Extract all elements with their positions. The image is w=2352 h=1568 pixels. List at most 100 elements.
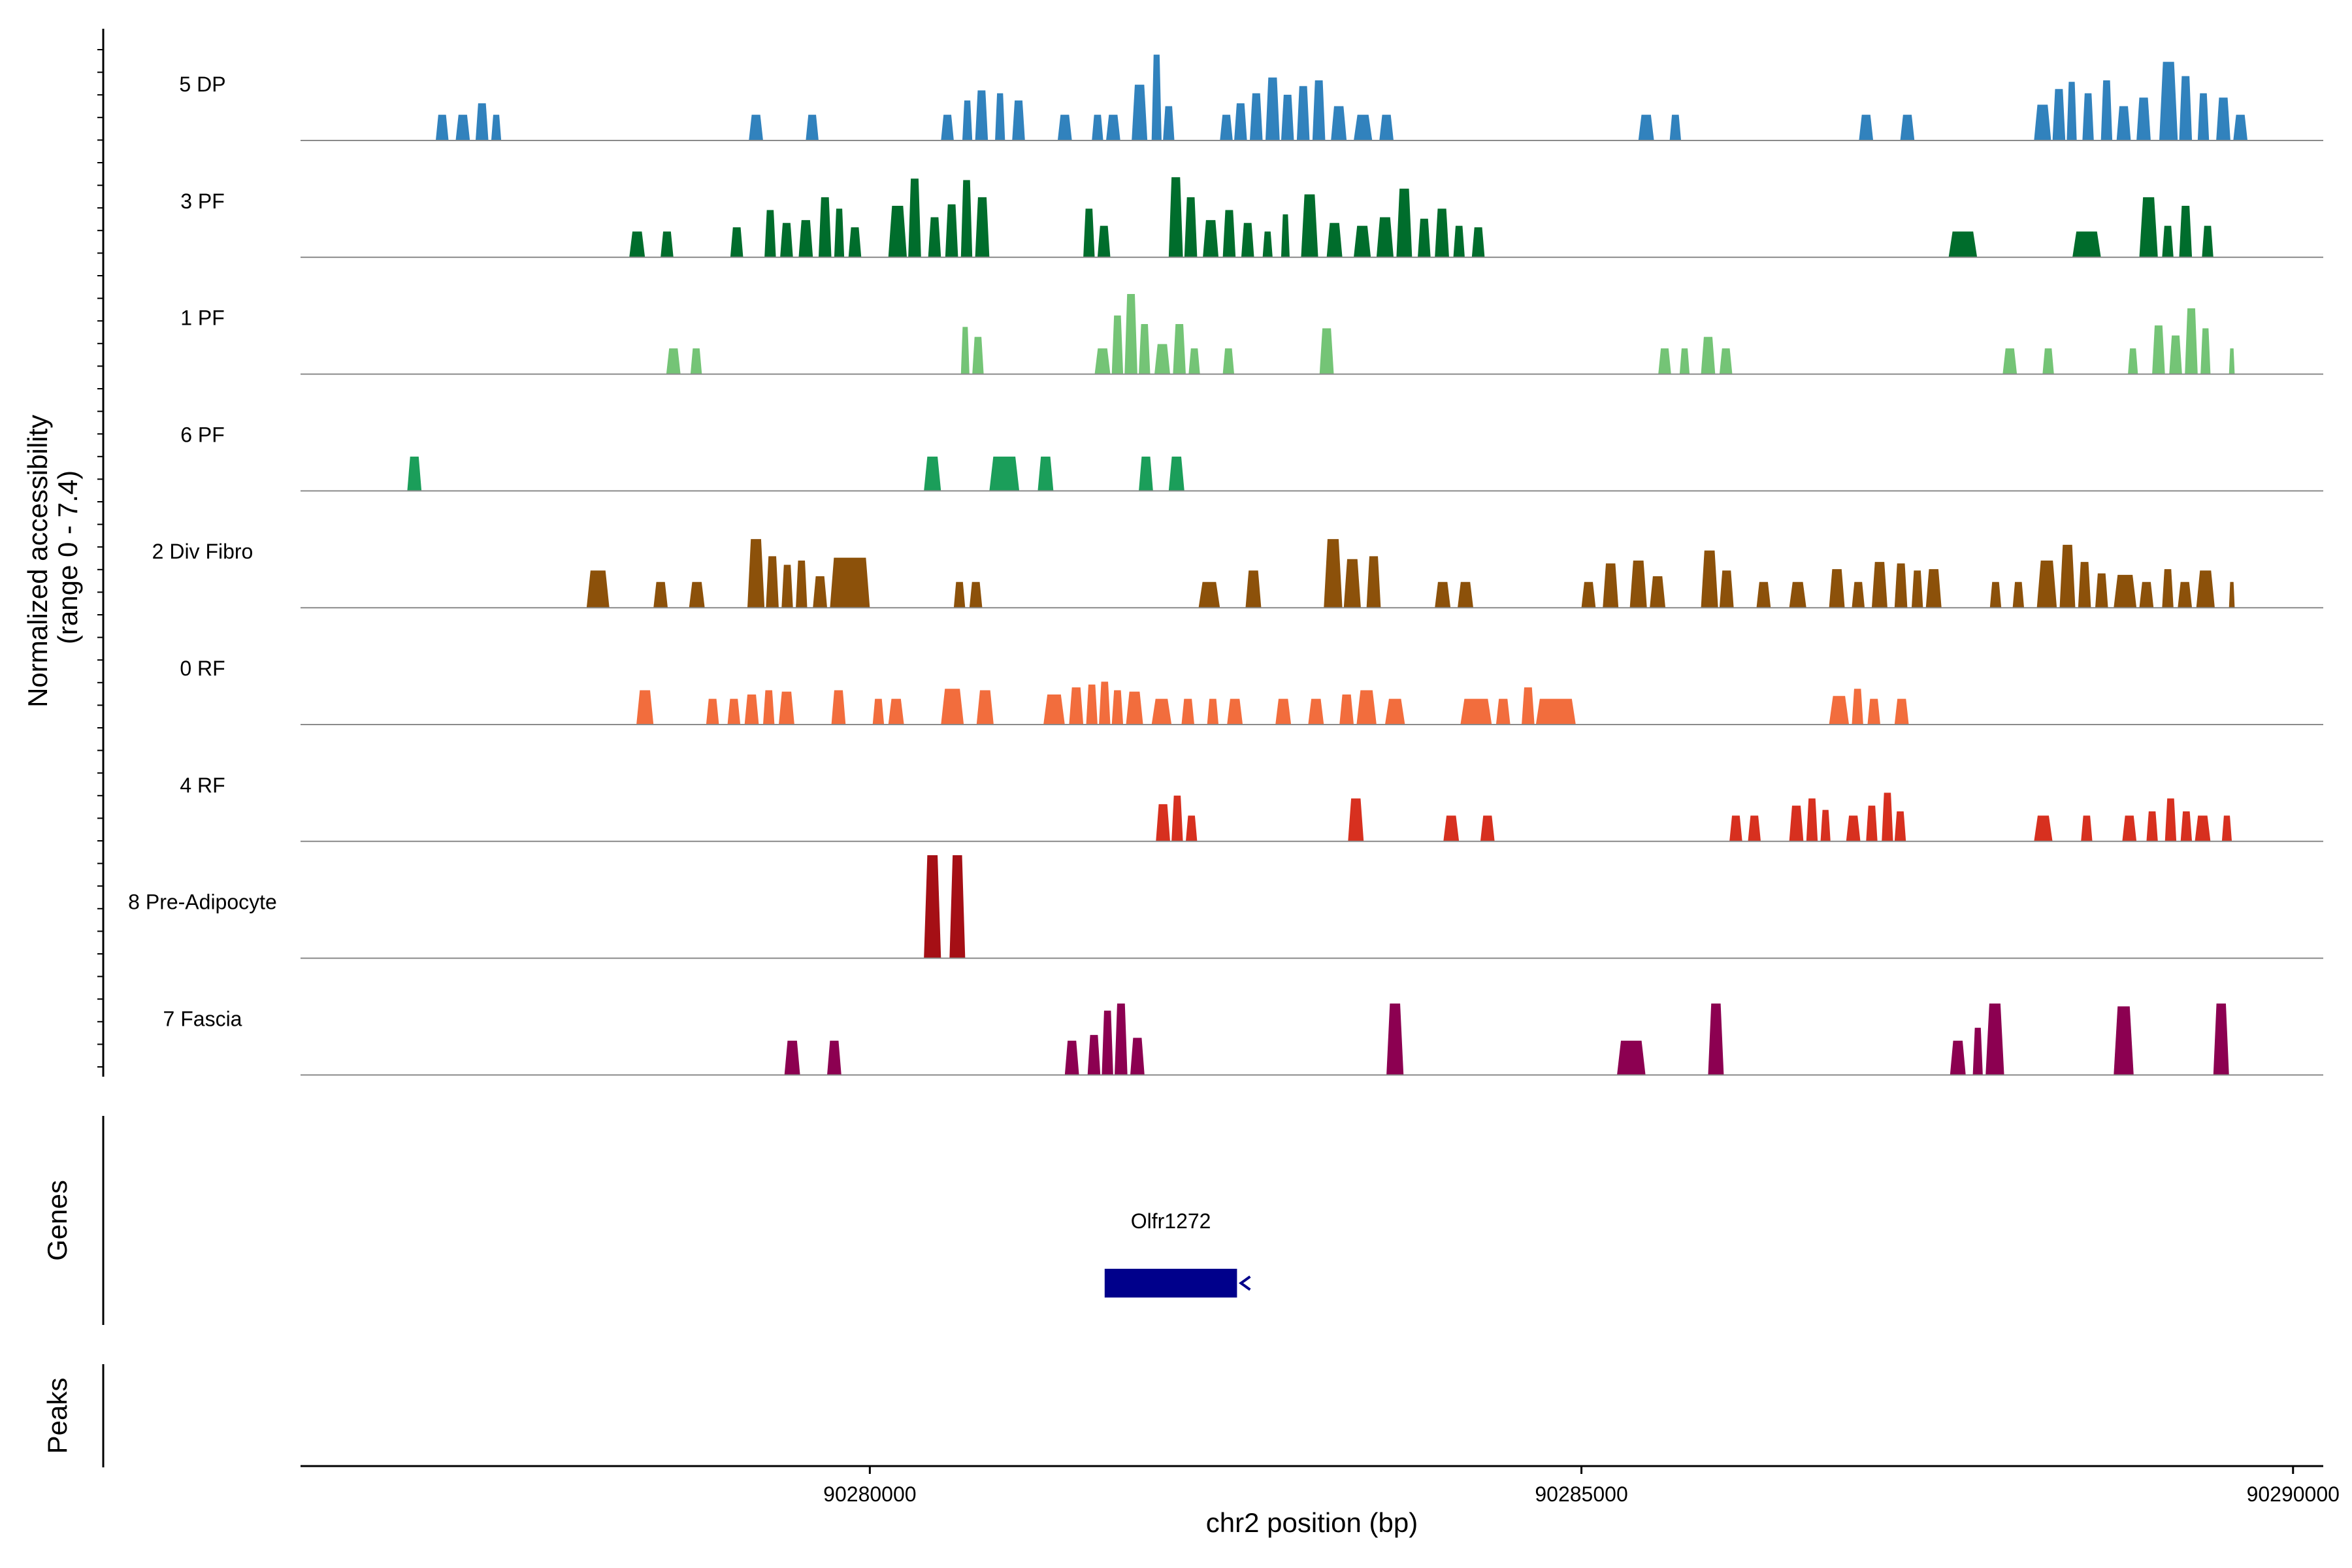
coverage-peak	[1386, 1003, 1404, 1075]
coverage-peak	[1354, 114, 1373, 140]
coverage-peak	[2200, 328, 2211, 374]
coverage-peak	[1453, 225, 1465, 257]
coverage-peak	[1719, 348, 1733, 374]
coverage-peak	[908, 178, 921, 257]
x-tick-label: 90285000	[1535, 1482, 1627, 1506]
coverage-peak	[455, 114, 470, 140]
gene-items: Olfr1272	[1104, 1209, 1251, 1298]
coverage-peak	[586, 570, 610, 608]
coverage-peak	[1234, 103, 1247, 140]
coverage-peak	[2169, 335, 2182, 374]
coverage-peak	[945, 204, 958, 257]
coverage-peak	[1111, 315, 1124, 374]
y-axis: Normalized accessibility (range 0 - 7.4)	[22, 29, 105, 1077]
coverage-peak	[491, 114, 502, 140]
coverage-peak	[1012, 100, 1025, 140]
coverage-peak	[1806, 798, 1818, 841]
coverage-peak	[1789, 806, 1804, 841]
coverage-peak	[924, 855, 941, 958]
coverage-peak	[1669, 114, 1682, 140]
coverage-peak	[1894, 563, 1908, 608]
coverage-peak	[1384, 698, 1405, 725]
coverage-peak	[1281, 94, 1294, 140]
coverage-peak	[1245, 570, 1262, 608]
coverage-peak	[2162, 569, 2174, 608]
genes-track-label: Genes	[42, 1180, 73, 1261]
coverage-peak	[1207, 698, 1219, 725]
track: 1 PF	[180, 294, 2323, 375]
coverage-peak	[2195, 815, 2211, 841]
coverage-peak	[1203, 220, 1219, 257]
coverage-peak	[1168, 177, 1183, 257]
coverage-peak	[1846, 815, 1861, 841]
coverage-peak	[784, 1040, 800, 1075]
coverage-peak	[1882, 792, 1893, 841]
y-axis-ticks	[97, 49, 103, 1068]
coverage-peak	[1581, 581, 1596, 608]
coverage-peak	[1198, 581, 1220, 608]
coverage-peak	[706, 698, 719, 725]
coverage-peak	[1435, 208, 1449, 257]
coverage-peak	[806, 114, 819, 140]
coverage-peak	[2229, 581, 2235, 608]
coverage-peak	[2072, 231, 2101, 257]
coverage-peak	[1658, 348, 1671, 374]
coverage-peak	[661, 231, 674, 257]
y-axis-title: Normalized accessibility (range 0 - 7.4)	[22, 407, 83, 708]
coverage-peak	[1139, 323, 1151, 374]
coverage-peak	[2179, 205, 2193, 257]
coverage-peak	[2114, 574, 2137, 608]
coverage-peak	[1301, 194, 1318, 257]
coverage-peak	[2162, 225, 2174, 257]
track-label: 0 RF	[180, 657, 225, 680]
coverage-peak	[653, 581, 668, 608]
coverage-peak	[1435, 581, 1451, 608]
coverage-peak	[2082, 93, 2094, 140]
coverage-peak	[2114, 1006, 2134, 1075]
coverage-peak	[1871, 562, 1887, 608]
track: 5 DP	[179, 54, 2323, 141]
coverage-peak	[1376, 217, 1394, 257]
track-label: 5 DP	[179, 73, 225, 96]
coverage-peak	[2139, 197, 2158, 257]
coverage-peak	[1241, 223, 1254, 257]
coverage-peak	[1701, 550, 1718, 608]
x-axis-title: chr2 position (bp)	[1206, 1507, 1418, 1538]
y-axis-title-line2: (range 0 - 7.4)	[52, 470, 83, 644]
coverage-peak	[2116, 106, 2131, 140]
coverage-peak	[827, 1040, 841, 1075]
coverage-peak	[1097, 225, 1111, 257]
coverage-peak	[1852, 581, 1865, 608]
peaks-track-label: Peaks	[42, 1378, 73, 1454]
coverage-peak	[2078, 562, 2091, 608]
coverage-peak	[1132, 84, 1148, 140]
coverage-peak	[1829, 696, 1850, 725]
coverage-peak	[2122, 815, 2137, 841]
coverage-peak	[1458, 581, 1474, 608]
coverage-peak	[666, 348, 681, 374]
coverage-peak	[766, 556, 779, 608]
track: 4 RF	[180, 774, 2323, 842]
track-label: 2 Div Fibro	[152, 540, 253, 563]
coverage-peak	[1495, 698, 1511, 725]
x-axis-ticks: 90280000 90285000 90290000	[823, 1466, 2340, 1506]
coverage-peak	[1163, 106, 1175, 140]
coverage-peak	[1188, 348, 1200, 374]
coverage-peak	[1617, 1040, 1646, 1075]
coverage-peak	[1911, 570, 1923, 608]
coverage-peak	[1948, 231, 1978, 257]
coverage-peak	[1130, 1037, 1145, 1075]
coverage-peak	[1679, 348, 1690, 374]
genes-track: Genes Olfr1272	[42, 1116, 1251, 1325]
coverage-peak	[2012, 581, 2025, 608]
coverage-peak	[995, 93, 1005, 140]
coverage-peak	[727, 698, 741, 725]
coverage-peak	[1185, 815, 1198, 841]
coverage-peak	[1650, 576, 1666, 608]
coverage-peak	[1629, 560, 1647, 608]
coverage-peak	[1343, 559, 1361, 608]
coverage-peak	[1037, 456, 1054, 491]
track: 2 Div Fibro	[152, 539, 2323, 609]
coverage-peak	[2159, 61, 2178, 140]
